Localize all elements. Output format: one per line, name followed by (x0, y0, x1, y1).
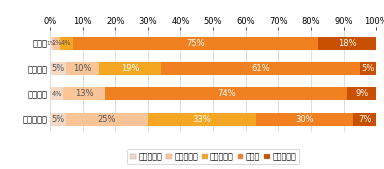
Bar (105, 87, 347, 100)
Text: 19%: 19% (121, 64, 139, 73)
Text: 5%: 5% (361, 64, 375, 73)
Bar (318, 37, 376, 50)
Bar (63, 87, 105, 100)
Text: 75%: 75% (186, 39, 205, 48)
Bar (99, 62, 161, 75)
Text: 5%: 5% (51, 115, 65, 124)
Text: 4%: 4% (51, 91, 62, 97)
Bar (66, 62, 99, 75)
Legend: 週１日未満, 週１～２日, 週３～４日, 週５日, 週６日以上: 週１日未満, 週１～２日, 週３～４日, 週５日, 週６日以上 (127, 149, 299, 164)
Text: 33%: 33% (192, 115, 211, 124)
Text: 1%: 1% (47, 41, 56, 46)
Bar (73, 37, 318, 50)
Text: 61%: 61% (251, 64, 270, 73)
Text: 30%: 30% (295, 115, 314, 124)
Text: 74%: 74% (217, 89, 235, 98)
Bar (255, 113, 353, 126)
Text: 13%: 13% (75, 89, 94, 98)
Bar (148, 113, 255, 126)
Text: 25%: 25% (98, 115, 116, 124)
Text: 18%: 18% (338, 39, 356, 48)
Bar (353, 113, 376, 126)
Text: 7%: 7% (358, 115, 372, 124)
Bar (50, 62, 66, 75)
Bar (50, 37, 53, 50)
Text: 10%: 10% (73, 64, 92, 73)
Text: 4%: 4% (61, 40, 71, 46)
Bar (53, 37, 60, 50)
Bar (50, 113, 66, 126)
Text: 9%: 9% (355, 89, 368, 98)
Bar (60, 37, 73, 50)
Bar (161, 62, 360, 75)
Bar (360, 62, 376, 75)
Bar (347, 87, 376, 100)
Bar (66, 113, 148, 126)
Text: 5%: 5% (51, 64, 65, 73)
Text: 2%: 2% (51, 40, 62, 46)
Bar (50, 87, 63, 100)
